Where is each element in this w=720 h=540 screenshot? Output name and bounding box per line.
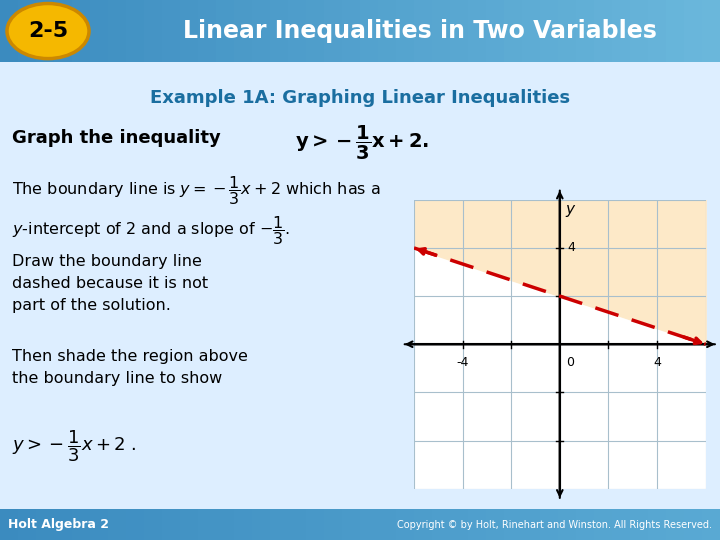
Bar bbox=[288, 0, 307, 62]
Text: Graph the inequality: Graph the inequality bbox=[12, 129, 221, 147]
Bar bbox=[144, 509, 163, 540]
Bar bbox=[396, 0, 415, 62]
Bar bbox=[36, 509, 55, 540]
Bar bbox=[0, 509, 19, 540]
Bar bbox=[90, 0, 109, 62]
Bar bbox=[378, 509, 397, 540]
Bar bbox=[252, 509, 271, 540]
Bar bbox=[684, 509, 703, 540]
Bar bbox=[270, 0, 289, 62]
Text: $y$-intercept of 2 and a slope of $-\dfrac{1}{3}.$: $y$-intercept of 2 and a slope of $-\dfr… bbox=[12, 214, 290, 247]
Bar bbox=[486, 0, 505, 62]
Bar bbox=[594, 0, 613, 62]
Bar bbox=[432, 0, 451, 62]
Bar bbox=[342, 509, 361, 540]
Bar bbox=[522, 0, 541, 62]
Text: y: y bbox=[565, 202, 574, 217]
Bar bbox=[504, 509, 523, 540]
Bar bbox=[360, 0, 379, 62]
Bar bbox=[666, 509, 685, 540]
Bar bbox=[180, 0, 199, 62]
Bar bbox=[90, 509, 109, 540]
Bar bbox=[540, 0, 559, 62]
Text: $\mathbf{y > -\dfrac{1}{3}x + 2.}$: $\mathbf{y > -\dfrac{1}{3}x + 2.}$ bbox=[295, 124, 429, 162]
Bar bbox=[270, 509, 289, 540]
Bar bbox=[450, 0, 469, 62]
Bar bbox=[414, 509, 433, 540]
Bar bbox=[18, 509, 37, 540]
Bar bbox=[126, 509, 145, 540]
Bar bbox=[702, 0, 720, 62]
Text: 0: 0 bbox=[566, 356, 574, 369]
Bar bbox=[342, 0, 361, 62]
Bar bbox=[558, 509, 577, 540]
Bar bbox=[558, 0, 577, 62]
Bar bbox=[684, 0, 703, 62]
Bar bbox=[306, 0, 325, 62]
Bar bbox=[504, 0, 523, 62]
Ellipse shape bbox=[7, 3, 89, 59]
Bar bbox=[162, 0, 181, 62]
Bar bbox=[54, 0, 73, 62]
Bar bbox=[432, 509, 451, 540]
Text: Then shade the region above
the boundary line to show: Then shade the region above the boundary… bbox=[12, 349, 248, 386]
Bar bbox=[198, 0, 217, 62]
Bar bbox=[306, 509, 325, 540]
Text: -4: -4 bbox=[456, 356, 469, 369]
Bar bbox=[198, 509, 217, 540]
Bar bbox=[18, 0, 37, 62]
Bar bbox=[108, 509, 127, 540]
Bar bbox=[54, 509, 73, 540]
Bar bbox=[144, 0, 163, 62]
Text: 2-5: 2-5 bbox=[28, 21, 68, 41]
Bar bbox=[666, 0, 685, 62]
Bar bbox=[324, 0, 343, 62]
Bar bbox=[648, 0, 667, 62]
Bar bbox=[594, 509, 613, 540]
Text: $y > -\dfrac{1}{3}x + 2$ .: $y > -\dfrac{1}{3}x + 2$ . bbox=[12, 429, 137, 464]
Bar bbox=[540, 509, 559, 540]
Bar bbox=[216, 509, 235, 540]
Bar bbox=[612, 0, 631, 62]
Text: The boundary line is $y = -\dfrac{1}{3}x + 2$ which has a: The boundary line is $y = -\dfrac{1}{3}x… bbox=[12, 174, 381, 207]
Bar bbox=[252, 0, 271, 62]
Bar bbox=[36, 0, 55, 62]
Bar bbox=[468, 0, 487, 62]
Bar bbox=[324, 509, 343, 540]
Text: Draw the boundary line
dashed because it is not
part of the solution.: Draw the boundary line dashed because it… bbox=[12, 254, 208, 313]
Bar bbox=[702, 509, 720, 540]
Bar bbox=[180, 509, 199, 540]
Bar bbox=[576, 0, 595, 62]
Text: 4: 4 bbox=[567, 241, 575, 254]
Bar bbox=[450, 509, 469, 540]
Text: Example 1A: Graphing Linear Inequalities: Example 1A: Graphing Linear Inequalities bbox=[150, 89, 570, 107]
Bar bbox=[414, 0, 433, 62]
Bar bbox=[72, 509, 91, 540]
Bar bbox=[0, 0, 19, 62]
Bar bbox=[612, 509, 631, 540]
Bar bbox=[396, 509, 415, 540]
Bar bbox=[522, 509, 541, 540]
Bar bbox=[648, 509, 667, 540]
Bar bbox=[486, 509, 505, 540]
Text: 4: 4 bbox=[653, 356, 661, 369]
Bar bbox=[378, 0, 397, 62]
Bar bbox=[234, 509, 253, 540]
Bar bbox=[234, 0, 253, 62]
Bar bbox=[216, 0, 235, 62]
Text: Copyright © by Holt, Rinehart and Winston. All Rights Reserved.: Copyright © by Holt, Rinehart and Winsto… bbox=[397, 520, 712, 530]
Text: Holt Algebra 2: Holt Algebra 2 bbox=[8, 518, 109, 531]
Bar bbox=[630, 509, 649, 540]
Bar bbox=[468, 509, 487, 540]
Bar bbox=[126, 0, 145, 62]
Bar bbox=[630, 0, 649, 62]
Bar bbox=[72, 0, 91, 62]
Bar bbox=[576, 509, 595, 540]
Bar bbox=[108, 0, 127, 62]
Bar bbox=[360, 509, 379, 540]
Bar bbox=[288, 509, 307, 540]
Text: Linear Inequalities in Two Variables: Linear Inequalities in Two Variables bbox=[183, 19, 657, 43]
Bar bbox=[162, 509, 181, 540]
